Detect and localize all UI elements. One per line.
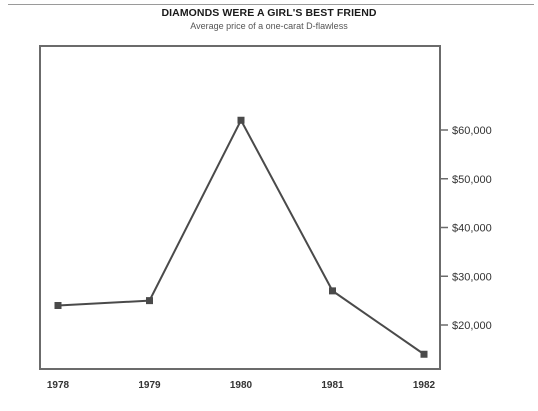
y-tick-label: $20,000 [452,320,492,332]
series-group [54,116,428,358]
data-point [237,116,245,124]
plot-frame [39,45,441,370]
x-tick-label: 1981 [321,380,344,391]
y-tick-label: $60,000 [452,125,492,137]
data-point [54,302,62,309]
chart-title: DIAMONDS WERE A GIRL'S BEST FRIEND [161,7,377,19]
x-axis: 1978 1979 1980 1981 1982 [47,380,436,391]
chart-subtitle: Average price of a one-carat D-flawless [190,21,348,31]
y-tick-label: $50,000 [452,174,492,186]
x-tick-label: 1978 [47,380,70,391]
data-point [329,287,336,295]
x-tick-label: 1979 [138,380,161,391]
series-line [57,119,425,356]
x-tick-label: 1980 [230,380,253,391]
y-tick-label: $40,000 [452,223,492,235]
x-tick-label: 1982 [413,380,436,391]
y-tick-label: $30,000 [452,271,492,283]
data-point [420,350,428,358]
data-point [146,297,153,305]
top-rule [8,4,534,5]
y-axis: $20,000 $30,000 $40,000 $50,000 $60,000 [440,125,492,332]
